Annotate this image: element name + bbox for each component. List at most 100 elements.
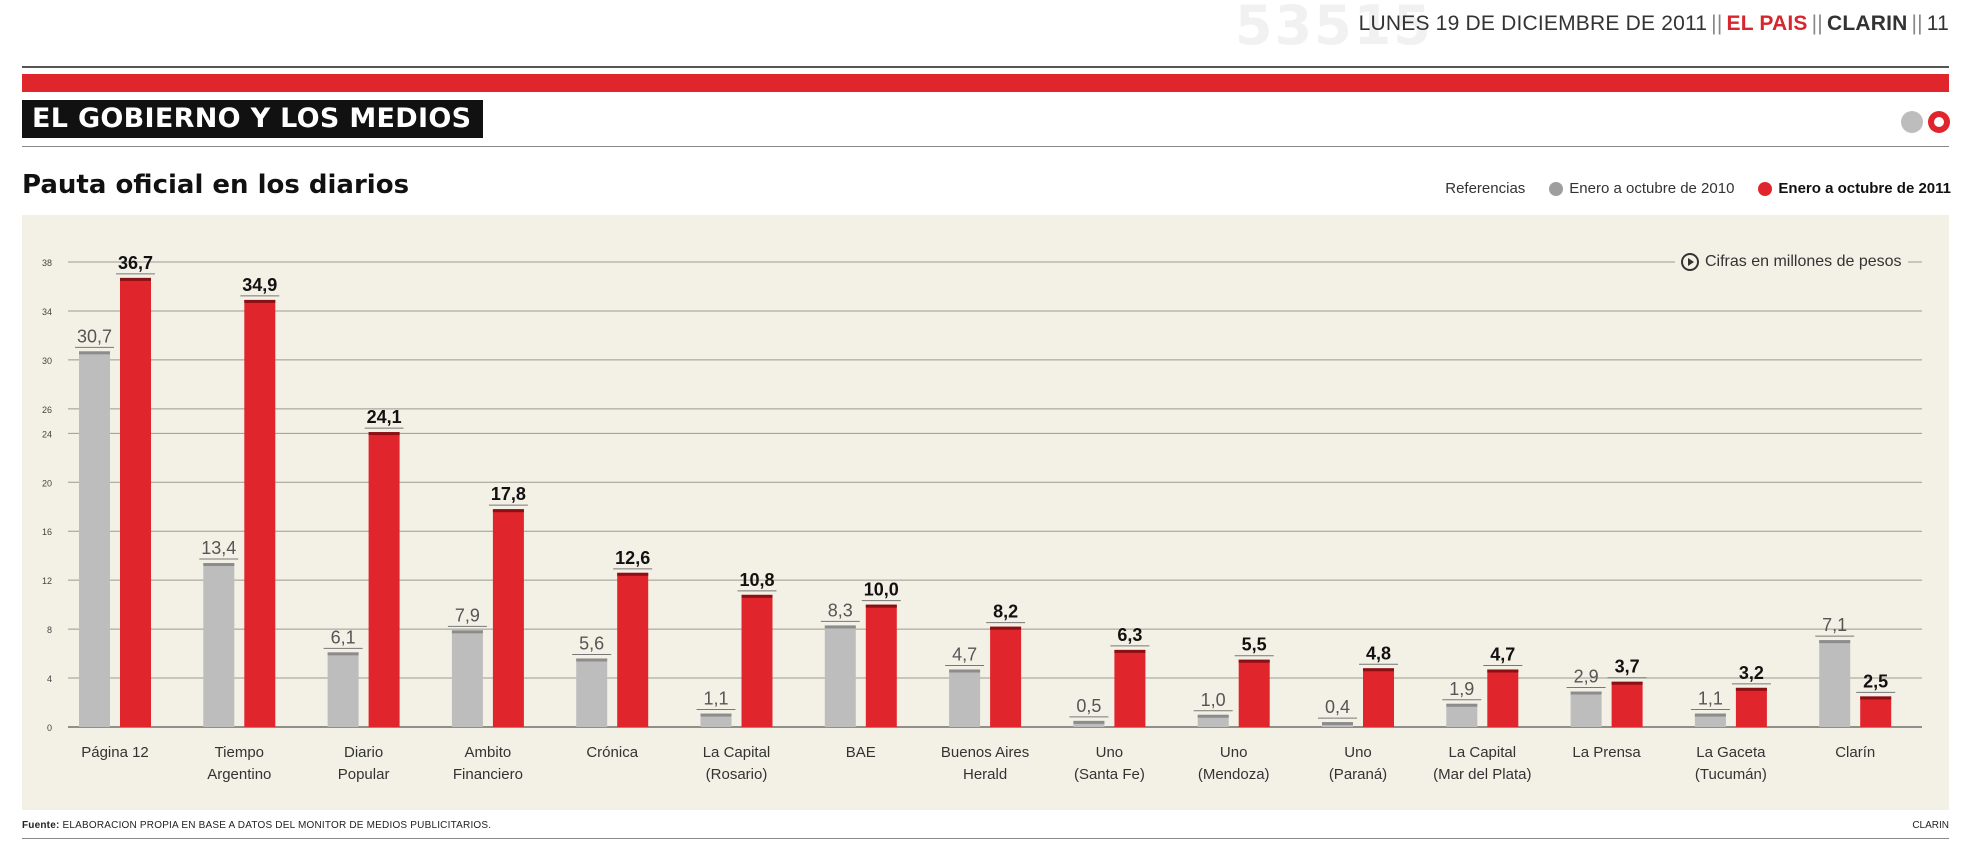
data-label-2010: 1,0 xyxy=(1201,690,1226,710)
bar-2011 xyxy=(865,604,897,727)
x-tick-label: Diario xyxy=(344,744,383,761)
bar-2010 xyxy=(1570,691,1602,727)
red-dot-icon xyxy=(1758,181,1773,196)
watermark: 53515 xyxy=(1235,0,1433,57)
bar-cap-2011 xyxy=(617,572,649,576)
data-label-2010: 0,4 xyxy=(1325,697,1350,717)
bar-cap-2010 xyxy=(451,630,483,634)
bar-cap-2011 xyxy=(368,432,400,436)
data-label-2010: 4,7 xyxy=(952,644,977,664)
bar-2011 xyxy=(368,432,400,727)
y-tick-label: 8 xyxy=(47,625,52,635)
y-tick-label: 4 xyxy=(47,674,52,684)
data-label-2011: 10,0 xyxy=(864,580,899,600)
section-rule xyxy=(22,146,1949,147)
y-tick-label: 26 xyxy=(42,405,52,415)
bar-2010 xyxy=(327,652,359,727)
data-label-2011: 4,7 xyxy=(1490,644,1515,664)
data-label-2010: 30,7 xyxy=(77,326,112,346)
legend-label-2010: Enero a octubre de 2010 xyxy=(1569,180,1735,197)
bar-cap-2010 xyxy=(79,351,110,355)
source-text: ELABORACION PROPIA EN BASE A DATOS DEL M… xyxy=(62,820,492,831)
header-newspaper: CLARIN xyxy=(1826,12,1908,35)
header-section: EL PAIS xyxy=(1726,12,1808,35)
bar-2010 xyxy=(1197,714,1229,727)
page-header: 53515 LUNES 19 DE DICIEMBRE DE 2011 || EL … xyxy=(0,0,1971,60)
x-tick-label: Uno xyxy=(1220,744,1248,761)
x-tick-label: BAE xyxy=(846,744,876,761)
data-label-2010: 2,9 xyxy=(1574,667,1599,687)
y-tick-label: 20 xyxy=(42,478,52,488)
source-footer: Fuente: ELABORACION PROPIA EN BASE A DAT… xyxy=(22,820,491,831)
legend-label-2011: Enero a octubre de 2011 xyxy=(1778,180,1951,197)
credit: CLARIN xyxy=(1912,820,1949,831)
x-tick-label: Página 12 xyxy=(81,744,149,761)
bar-2010 xyxy=(1073,720,1105,727)
data-label-2011: 34,9 xyxy=(242,275,277,295)
x-tick-label: (Rosario) xyxy=(706,766,768,783)
bar-cap-2010 xyxy=(1322,722,1353,726)
y-tick-label: 34 xyxy=(42,307,52,317)
bar-cap-2011 xyxy=(1238,659,1270,663)
bar-cap-2011 xyxy=(865,604,897,608)
bar-cap-2011 xyxy=(1860,696,1892,700)
bar-cap-2010 xyxy=(1694,713,1726,717)
bar-cap-2011 xyxy=(1735,687,1767,691)
data-label-2010: 1,1 xyxy=(703,689,728,709)
data-label-2011: 6,3 xyxy=(1117,625,1142,645)
bar-cap-2011 xyxy=(492,509,524,513)
y-tick-label: 24 xyxy=(42,429,52,439)
bar-2011 xyxy=(1114,649,1146,727)
bar-2011 xyxy=(1735,687,1767,727)
bar-2010 xyxy=(203,563,235,727)
x-tick-label: (Paraná) xyxy=(1329,766,1387,783)
data-label-2011: 36,7 xyxy=(118,253,153,273)
chart-title: Pauta oficial en los diarios xyxy=(22,170,410,200)
y-tick-label: 38 xyxy=(42,258,52,268)
data-label-2011: 12,6 xyxy=(615,548,650,568)
bar-cap-2010 xyxy=(576,658,608,662)
bar-cap-2010 xyxy=(1819,640,1851,644)
legend-item-2010: Enero a octubre de 2010 xyxy=(1549,180,1734,197)
data-label-2010: 1,1 xyxy=(1698,689,1723,709)
data-label-2010: 5,6 xyxy=(579,633,604,653)
x-tick-label: Clarín xyxy=(1835,744,1875,761)
bar-2011 xyxy=(244,299,276,727)
units-note-text: Cifras en millones de pesos xyxy=(1705,253,1902,270)
bar-2011 xyxy=(1238,659,1270,727)
legend-item-2011: Enero a octubre de 2011 xyxy=(1758,180,1951,197)
data-label-2011: 4,8 xyxy=(1366,643,1391,663)
bar-cap-2011 xyxy=(244,299,276,303)
bar-2011 xyxy=(492,509,524,727)
bar-cap-2010 xyxy=(1197,714,1229,718)
x-tick-label: (Tucumán) xyxy=(1695,766,1767,783)
legend: Referencias Enero a octubre de 2010 Ener… xyxy=(1445,180,1951,197)
x-tick-label: Popular xyxy=(338,766,390,783)
data-label-2010: 13,4 xyxy=(201,538,236,558)
play-icon xyxy=(1681,253,1699,271)
section-title: EL GOBIERNO Y LOS MEDIOS xyxy=(22,100,484,138)
bar-2011 xyxy=(1487,669,1519,727)
dateline: LUNES 19 DE DICIEMBRE DE 2011 || EL PAIS ||… xyxy=(1358,12,1949,35)
bar-cap-2010 xyxy=(203,563,235,567)
bar-cap-2010 xyxy=(327,652,359,656)
bar-2011 xyxy=(617,572,649,727)
bar-2010 xyxy=(1694,713,1726,727)
x-tick-label: Buenos Aires xyxy=(941,744,1029,761)
x-tick-label: Crónica xyxy=(586,744,638,761)
bar-cap-2011 xyxy=(1363,668,1394,672)
x-tick-label: La Capital xyxy=(1449,744,1517,761)
bar-cap-2010 xyxy=(1073,720,1105,724)
red-band xyxy=(22,74,1949,92)
bar-2011 xyxy=(741,594,773,727)
data-label-2011: 24,1 xyxy=(367,407,402,427)
bar-2011 xyxy=(1611,681,1643,727)
source-label: Fuente: xyxy=(22,820,60,831)
bar-cap-2010 xyxy=(824,625,856,629)
x-tick-label: (Mar del Plata) xyxy=(1433,766,1531,783)
top-rule xyxy=(22,66,1949,68)
units-note: Cifras en millones de pesos xyxy=(1675,253,1908,271)
bar-2011 xyxy=(1363,668,1394,727)
data-label-2010: 8,3 xyxy=(828,600,853,620)
